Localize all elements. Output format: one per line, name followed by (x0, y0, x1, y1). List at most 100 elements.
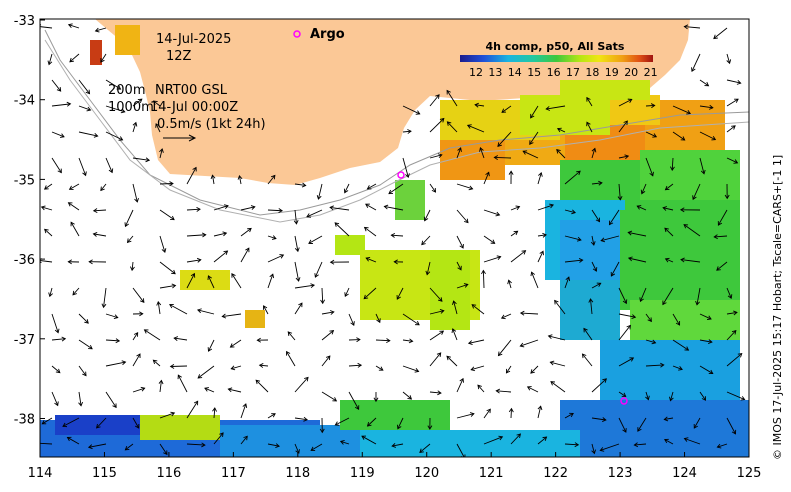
current-arrow (664, 438, 674, 445)
current-arrow (583, 327, 593, 341)
current-arrow (672, 365, 683, 371)
current-arrow (716, 261, 728, 271)
current-arrow (692, 183, 701, 201)
current-arrow (586, 96, 593, 107)
map-hour: 12Z (166, 49, 192, 64)
current-arrow (713, 27, 728, 40)
current-arrow (240, 205, 256, 211)
lon-tick-label: 114 (28, 466, 53, 481)
current-arrow (483, 435, 504, 445)
colorbar-tick-label: 15 (527, 66, 541, 79)
current-arrow (293, 209, 299, 225)
current-arrow (699, 313, 712, 320)
current-arrow (683, 24, 701, 30)
argo-legend-label: Argo (310, 27, 345, 42)
current-arrow (365, 203, 377, 211)
current-arrow (207, 339, 215, 352)
current-arrow (51, 313, 60, 334)
current-arrow (294, 376, 309, 393)
current-arrow (316, 183, 323, 200)
current-arrow (446, 355, 458, 367)
current-arrow (78, 365, 87, 377)
current-arrow (550, 381, 566, 393)
current-arrow (590, 235, 596, 246)
current-arrow (519, 339, 539, 348)
current-arrow (452, 300, 458, 315)
current-arrow (662, 287, 674, 306)
current-arrow (159, 148, 164, 159)
current-arrow (554, 299, 566, 315)
current-arrow (429, 330, 445, 341)
current-arrow (466, 124, 485, 133)
current-arrow (40, 442, 53, 445)
current-arrow (680, 257, 701, 263)
lon-tick-label: 120 (414, 466, 439, 481)
current-arrow (716, 443, 728, 449)
current-arrow (467, 339, 485, 345)
current-arrow (67, 259, 80, 265)
current-arrow (645, 131, 658, 138)
current-arrow (169, 303, 188, 315)
current-arrow (51, 365, 61, 374)
current-arrow (699, 79, 710, 87)
current-arrow (564, 170, 581, 185)
current-arrow (343, 183, 350, 194)
current-arrow (663, 416, 674, 422)
current-arrow (173, 336, 188, 341)
current-arrow (124, 443, 134, 451)
vector-scale-arrow (163, 134, 197, 142)
current-arrow (505, 365, 512, 374)
current-arrow (699, 391, 707, 401)
current-arrow (726, 329, 737, 341)
current-arrow (159, 181, 174, 187)
current-arrow (186, 232, 207, 238)
colorbar-tick-label: 19 (605, 66, 619, 79)
current-arrow (72, 287, 80, 296)
current-arrow (321, 310, 335, 315)
current-arrow (419, 443, 431, 454)
credit-text: © IMOS 17-Jul-2025 15:17 Hobart; Tscale=… (771, 154, 784, 460)
current-arrow (591, 261, 598, 272)
current-arrow (483, 171, 490, 185)
current-arrow (375, 338, 391, 343)
lon-tick-label: 116 (156, 466, 181, 481)
current-arrow (726, 352, 743, 367)
lon-tick-label: 117 (221, 466, 246, 481)
plot-frame (39, 18, 750, 458)
current-arrow (618, 120, 628, 133)
current-arrow (451, 328, 458, 341)
current-arrow (726, 157, 739, 164)
current-arrow (645, 103, 656, 109)
colorbar-tick-label: 12 (469, 66, 483, 79)
current-arrow (105, 360, 127, 367)
current-arrow (51, 101, 72, 107)
current-arrow (78, 339, 93, 350)
current-arrow (329, 205, 350, 211)
current-arrow (210, 174, 216, 185)
current-arrow (306, 209, 323, 218)
current-arrow (699, 339, 713, 344)
current-arrow (508, 407, 514, 419)
current-arrow (391, 443, 404, 448)
current-arrow (105, 313, 119, 320)
current-arrow (699, 365, 714, 375)
colorbar-tick-label: 13 (488, 66, 502, 79)
current-arrow (726, 53, 732, 65)
current-arrow (70, 221, 80, 237)
current-arrow (610, 261, 620, 277)
current-arrow (159, 235, 167, 253)
current-arrow (618, 98, 633, 107)
current-arrow (425, 261, 431, 276)
current-arrow (564, 442, 580, 448)
current-arrow (267, 273, 275, 289)
current-arrow (591, 443, 597, 455)
current-arrow (348, 391, 360, 410)
current-arrow (186, 166, 197, 185)
current-arrow (699, 131, 717, 141)
current-arrow (256, 337, 269, 343)
current-arrow (639, 287, 647, 303)
current-arrow (591, 180, 603, 186)
lat-tick-label: -37 (14, 333, 35, 348)
colorbar-ticks: 12 13 14 15 16 17 18 19 20 21 (469, 66, 658, 79)
current-arrow (267, 443, 280, 448)
